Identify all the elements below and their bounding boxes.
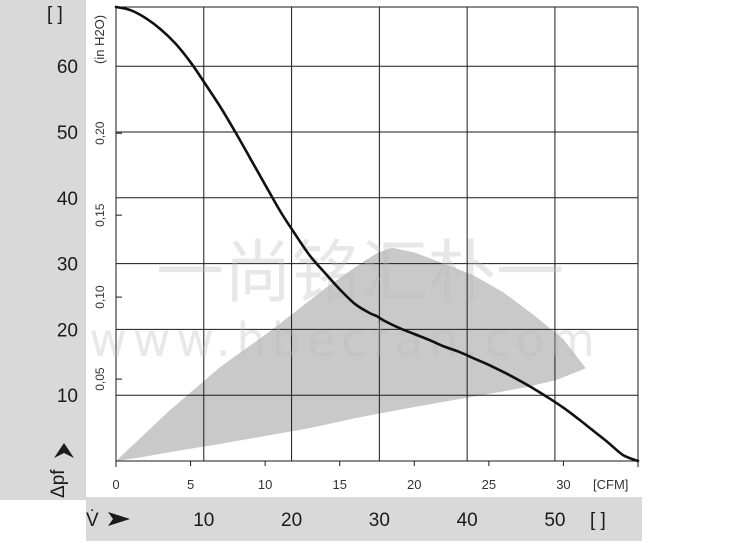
- cfm-tick-label: 10: [258, 477, 272, 492]
- bottom-tick-label: 30: [369, 510, 390, 531]
- grid: [115, 6, 639, 467]
- operating-region: [116, 247, 586, 461]
- cfm-tick-label: 0: [112, 477, 119, 492]
- bottom-tick-label: 40: [457, 510, 478, 531]
- left-axis-band: [0, 0, 86, 500]
- h2o-tick-label: 0,05: [93, 367, 107, 391]
- h2o-tick-label: 0,10: [93, 285, 107, 309]
- bottom-unit-bracket: [ ]: [590, 510, 606, 531]
- cfm-tick-label: 30: [556, 477, 570, 492]
- bottom-tick-label: 10: [193, 510, 214, 531]
- left-tick-label: 40: [57, 189, 78, 210]
- cfm-tick-label: 15: [332, 477, 346, 492]
- left-tick-label: 60: [57, 57, 78, 78]
- left-unit-bracket: [ ]: [47, 4, 63, 25]
- left-tick-label: 50: [57, 123, 78, 144]
- bottom-axis-symbol: V̇: [86, 510, 130, 531]
- watermark-url: www.hbecfan.com: [89, 313, 601, 367]
- h2o-tick-label: 0,15: [93, 203, 107, 227]
- left-axis-symbol: Δpf: [48, 443, 74, 498]
- cfm-tick-label: 25: [482, 477, 496, 492]
- flow-symbol: V̇: [86, 510, 99, 531]
- dp-symbol: Δpf: [48, 469, 69, 498]
- performance-curve-layer: [114, 5, 640, 463]
- inner-y-axis-label: (in H2O): [92, 15, 107, 64]
- cfm-unit: [CFM]: [593, 477, 628, 492]
- bottom-axis-band: [86, 497, 642, 541]
- left-tick-label: 20: [57, 320, 78, 341]
- dp-arrow-icon: [54, 443, 74, 458]
- cfm-tick-label: 5: [187, 477, 194, 492]
- h2o-tick-label: 0,20: [93, 121, 107, 145]
- flow-arrow-icon: [108, 512, 130, 526]
- bottom-tick-label: 50: [544, 510, 565, 531]
- watermark-title: 一尚铭汇朴一: [156, 234, 564, 313]
- watermark: 一尚铭汇朴一 www.hbecfan.com: [89, 234, 601, 367]
- operating-region-layer: [116, 247, 586, 461]
- cfm-tick-label: 20: [407, 477, 421, 492]
- left-tick-label: 10: [57, 386, 78, 407]
- tick-labels: 10 20 30 40 50 60 0,05 0,10 0,15 0,20 0 5 10 15 20 25 30…: [57, 57, 571, 531]
- performance-curve: [114, 5, 640, 463]
- bottom-tick-label: 20: [281, 510, 302, 531]
- left-tick-label: 30: [57, 255, 78, 276]
